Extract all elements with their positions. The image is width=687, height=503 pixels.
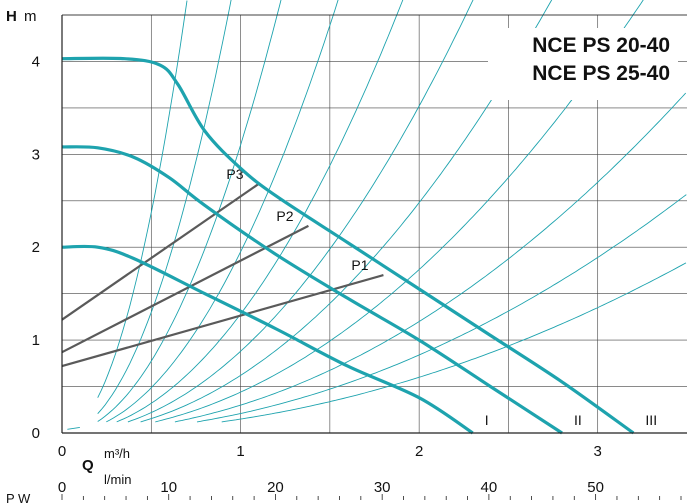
system-curve [155, 0, 644, 423]
speed-curve-ii [61, 145, 563, 435]
x-tick-label: 0 [58, 443, 66, 460]
y-tick-label: 0 [32, 425, 40, 442]
power-line-p1 [61, 274, 384, 368]
y-tick-label: 3 [32, 146, 40, 163]
y-tick-label: 4 [32, 53, 40, 70]
power-line-p3 [61, 183, 260, 321]
system-curve [221, 262, 687, 423]
x-tick-label: 2 [415, 443, 423, 460]
lmin-tick-label: 30 [374, 479, 391, 496]
power-label-p1: P1 [351, 257, 368, 273]
axes: 0 1 2 3 4 0 1 2 3 [32, 14, 687, 460]
power-label-p3: P3 [226, 166, 243, 182]
x-tick-label: 1 [236, 443, 244, 460]
lmin-tick-label: 50 [587, 479, 604, 496]
system-curve [97, 0, 232, 414]
lmin-tick-label: 0 [58, 479, 66, 496]
x-axis-unit-top: m³/h [104, 446, 130, 461]
title-background [488, 28, 678, 100]
system-curve [106, 0, 339, 423]
x-axis-letter: Q [82, 457, 94, 474]
lmin-tick-label: 20 [267, 479, 284, 496]
system-curve [97, 0, 282, 422]
system-curve [127, 0, 474, 423]
y-axis-unit: m [24, 8, 37, 25]
cut-label: P W [6, 491, 31, 503]
system-curve [67, 426, 80, 430]
system-curve [174, 92, 687, 423]
y-tick-label: 2 [32, 239, 40, 256]
chart-title-line-1: NCE PS 20-40 [532, 34, 670, 57]
lmin-tick-label: 40 [481, 479, 498, 496]
power-label-p2: P2 [276, 208, 293, 224]
power-line-p2 [61, 224, 309, 354]
system-curve [196, 194, 687, 423]
speed-label-iii: III [645, 412, 657, 428]
system-curve [116, 0, 404, 423]
speed-curve-i [61, 244, 474, 435]
y-axis-letter: H [6, 8, 17, 25]
system-curve [97, 0, 188, 398]
chart-title-line-2: NCE PS 25-40 [532, 62, 670, 85]
speed-label-i: I [485, 412, 489, 428]
lmin-tick-label: 10 [160, 479, 177, 496]
speed-curve-iii [61, 56, 635, 435]
y-tick-label: 1 [32, 332, 40, 349]
x-axis-unit-bottom: l/min [104, 472, 131, 487]
speed-curves: I II III [61, 56, 657, 435]
x-tick-label: 3 [594, 443, 602, 460]
speed-label-ii: II [574, 412, 582, 428]
lmin-scale: 0 10 20 30 40 50 [58, 479, 682, 500]
